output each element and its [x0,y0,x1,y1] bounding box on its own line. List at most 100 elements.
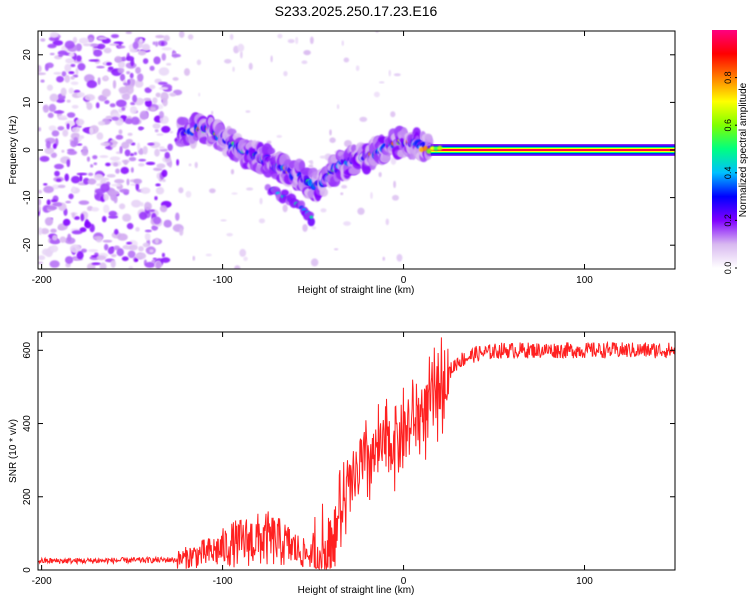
chart-title: S233.2025.250.17.23.E16 [275,3,438,19]
noise-blob [129,72,134,79]
noise-blob [123,82,129,86]
noise-blob [53,72,62,75]
noise-blob [52,40,64,46]
noise-blob [88,249,99,253]
noise-blob [38,189,43,194]
noise-blob [73,137,79,146]
noise-blob [132,41,139,50]
noise-blob [65,58,75,64]
noise-blob [68,71,75,75]
noise-blob [38,72,47,76]
faint-blob [179,227,184,236]
noise-blob [113,162,119,167]
faint-blob [259,197,263,205]
noise-blob [50,199,58,203]
noise-blob [111,253,117,258]
noise-blob [70,63,76,68]
noise-blob [142,145,148,155]
noise-blob [50,228,57,233]
faint-blob [355,65,360,72]
faint-blob [230,169,235,175]
faint-blob [308,160,312,163]
faint-blob [393,180,396,189]
faint-blob [388,69,392,77]
y-tick-label: 200 [22,488,33,505]
faint-blob [341,40,344,46]
noise-blob [84,94,96,101]
noise-blob [49,260,60,268]
noise-blob [132,94,138,103]
noise-blob [118,129,123,135]
colorbar-gradient [712,30,737,268]
y-tick-label: 600 [22,342,33,359]
faint-blob [231,192,238,195]
noise-blob [75,67,79,76]
noise-blob [164,151,170,159]
noise-blob [126,85,134,95]
noise-blob [64,63,72,73]
noise-blob [118,203,126,210]
noise-blob [94,188,106,195]
faint-blob [379,81,385,84]
noise-blob [151,225,159,231]
x-tick-label: -200 [32,275,52,286]
faint-blob [276,134,283,138]
noise-blob [102,239,113,243]
noise-blob [129,153,135,157]
noise-blob [119,146,123,154]
noise-blob [86,80,98,89]
noise-blob [70,175,81,184]
noise-blob [158,67,170,76]
noise-blob [91,207,100,212]
noise-blob [148,209,155,213]
noise-blob [49,93,59,102]
noise-blob [99,262,107,269]
noise-blob [141,43,151,51]
noise-blob [111,183,122,187]
line-start-blob [422,145,428,151]
faint-blob [396,254,403,262]
noise-blob [48,125,57,131]
noise-blob [115,134,124,140]
noise-blob [88,59,100,62]
noise-blob [123,160,128,166]
faint-blob [198,92,201,97]
faint-blob [393,73,401,77]
faint-blob [329,137,336,144]
colorbar-tick-label: 0.8 [723,71,733,84]
spectrogram-x-label: Height of straight line (km) [298,285,415,296]
faint-blob [245,110,251,113]
noise-blob [103,47,112,54]
spectrogram-y-label: Frequency (Hz) [8,116,19,185]
noise-blob [159,205,168,213]
noise-blob [168,162,172,168]
noise-blob [57,184,66,189]
noise-blob [144,232,151,241]
noise-blob [99,155,109,158]
branch-halo [280,189,289,197]
noise-blob [76,92,85,98]
faint-blob [343,139,352,148]
snr-frame [37,331,676,571]
noise-blob [134,79,144,88]
noise-blob [161,41,165,46]
faint-blob [239,248,247,257]
noise-blob [152,257,157,261]
noise-blob [130,58,135,67]
faint-blob [378,171,382,178]
faint-blob [311,226,317,230]
noise-blob [152,123,161,129]
noise-blob [89,127,94,136]
faint-blob [246,187,254,191]
noise-blob [78,135,85,140]
noise-blob [93,173,104,181]
noise-blob [38,227,43,236]
noise-blob [43,183,48,186]
colorbar-label: Normalized spectral amplitude [738,82,749,217]
faint-blob [172,77,179,81]
noise-blob [38,261,44,265]
noise-blob [115,168,120,174]
faint-blob [211,110,214,115]
noise-blob [117,233,128,241]
